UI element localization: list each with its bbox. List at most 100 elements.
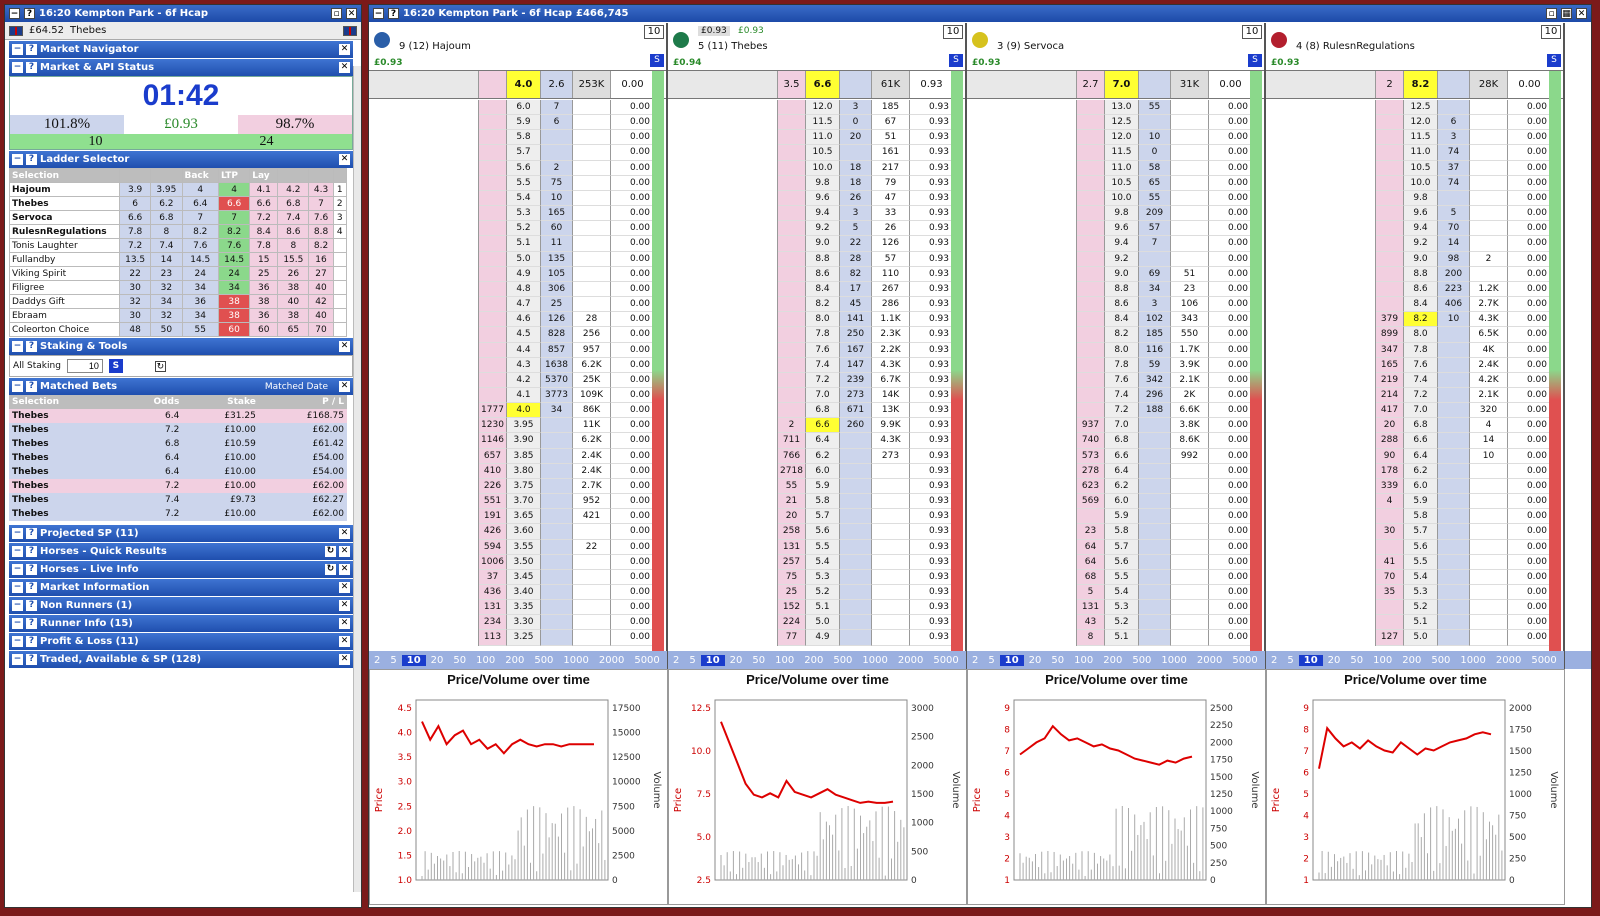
ladder-selector-cell-name[interactable]: Viking Spirit: [9, 266, 120, 281]
stake-option[interactable]: 20: [430, 654, 444, 666]
ladder-selector-cell-ltp[interactable]: 8.2: [218, 224, 251, 239]
ladder-lay-cell[interactable]: [778, 236, 806, 252]
help-icon[interactable]: ?: [26, 154, 37, 165]
ladder-back-cell[interactable]: 1638: [541, 357, 573, 373]
ladder-row[interactable]: 5.5 75 0.00: [369, 175, 655, 191]
ladder-back-cell[interactable]: [1139, 554, 1171, 570]
ladder-selector-cell-ltp[interactable]: 6.6: [218, 196, 251, 211]
ladder-lay-cell[interactable]: 77: [778, 630, 806, 646]
ladder-selector-cell-b3[interactable]: 30: [118, 280, 152, 295]
ladder-back-cell[interactable]: [541, 585, 573, 601]
ladder-selector-cell-l3[interactable]: 40: [308, 308, 334, 323]
grid-icon[interactable]: ▦: [1561, 8, 1572, 19]
ladder-selector-cell-l1[interactable]: 25: [249, 266, 279, 281]
ladder-selector-cell-l2[interactable]: 6.8: [277, 196, 310, 211]
ladder-row[interactable]: 7.4 147 4.3K 0.93: [668, 357, 954, 373]
ladder-back-cell[interactable]: 17: [840, 281, 872, 298]
section-market-navigator[interactable]: −? Market Navigator ✕: [9, 41, 353, 58]
ladder-lay-cell[interactable]: [1077, 312, 1105, 328]
ladder-lay-cell[interactable]: 234: [479, 615, 507, 631]
ladder-row[interactable]: 8.0 116 1.7K 0.00: [967, 342, 1253, 358]
ladder-selector-header[interactable]: [332, 168, 348, 183]
ladder-back-cell[interactable]: [840, 145, 872, 161]
ladder-lay-cell[interactable]: [1077, 115, 1105, 131]
ladder-back-cell[interactable]: 34: [1139, 281, 1171, 298]
ladder-lay-cell[interactable]: 436: [479, 585, 507, 601]
ladder-selector-cell-l3[interactable]: 8.8: [308, 224, 334, 239]
ladder-row[interactable]: 127 5.0 0.00: [1266, 630, 1552, 646]
ladder-row[interactable]: 1230 3.95 11K 0.00: [369, 418, 655, 434]
ladder-row[interactable]: 347 7.8 4K 0.00: [1266, 342, 1552, 358]
stake-option[interactable]: 1000: [1460, 654, 1486, 666]
ladder-row[interactable]: 569 6.0 0.00: [967, 494, 1253, 510]
ladder-row[interactable]: 2718 6.0 0.93: [668, 463, 954, 479]
ladder-selector-cell-l3[interactable]: 40: [308, 280, 334, 295]
ladder-selector-cell-n[interactable]: [332, 280, 348, 295]
ladder-lay-cell[interactable]: 1006: [479, 554, 507, 570]
ladder-back-cell[interactable]: 58: [1139, 160, 1171, 176]
ladder-row[interactable]: 594 3.55 22 0.00: [369, 539, 655, 555]
ladder-back-cell[interactable]: [1438, 403, 1470, 419]
ladder-back-cell[interactable]: [1139, 448, 1171, 464]
runner-stake-button[interactable]: S: [1547, 54, 1561, 67]
ladder-selector-cell-b2[interactable]: 34: [150, 294, 183, 309]
ladder-selector-cell-b3[interactable]: 32: [118, 294, 152, 309]
ladder-back-cell[interactable]: [840, 569, 872, 585]
ladder-back-cell[interactable]: 116: [1139, 342, 1171, 358]
stake-option[interactable]: 10: [1298, 654, 1323, 666]
ladder-back-cell[interactable]: 3773: [541, 387, 573, 404]
ladder-row[interactable]: 8.4 102 343 0.00: [967, 312, 1253, 328]
help-icon[interactable]: ?: [26, 528, 37, 539]
ladder-lay-cell[interactable]: [1077, 160, 1105, 176]
ladder-lay-cell[interactable]: [1077, 251, 1105, 267]
ladder-back-cell[interactable]: [840, 433, 872, 449]
ladder-lay-cell[interactable]: [479, 251, 507, 267]
section-ladder-selector[interactable]: −? Ladder Selector ✕: [9, 151, 353, 168]
ladder-row[interactable]: 11.0 74 0.00: [1266, 145, 1552, 161]
ladder-lay-cell[interactable]: 191: [479, 509, 507, 525]
ladder-selector-header[interactable]: [150, 168, 183, 183]
ladder-back-cell[interactable]: 18: [840, 175, 872, 191]
ladder-row[interactable]: 8.8 34 23 0.00: [967, 281, 1253, 298]
ladder-row[interactable]: 6.0 7 0.00: [369, 100, 655, 116]
stake-option[interactable]: 2: [374, 654, 381, 666]
collapse-icon[interactable]: −: [12, 600, 23, 611]
ladder-row[interactable]: 5.8 0.00: [369, 130, 655, 146]
ladder-back-cell[interactable]: [541, 418, 573, 434]
ladder-back-cell[interactable]: [1438, 524, 1470, 540]
ladder-selector-cell-l2[interactable]: 8: [277, 238, 310, 253]
stake-option[interactable]: 2000: [1196, 654, 1223, 666]
ladder-row[interactable]: 43 5.2 0.00: [967, 615, 1253, 631]
ladder-selector-row[interactable]: Hajoum 3.9 3.95 4 4 4.1 4.2 4.3 1: [9, 182, 348, 197]
ladder-row[interactable]: 8 5.1 0.00: [967, 630, 1253, 646]
ladder-row[interactable]: 11.0 58 0.00: [967, 160, 1253, 176]
stake-option[interactable]: 2: [972, 654, 979, 666]
ladder-lay-cell[interactable]: [1077, 236, 1105, 252]
stake-option[interactable]: 5: [390, 654, 397, 666]
ladder-back-cell[interactable]: 10: [1438, 312, 1470, 328]
collapse-icon[interactable]: −: [12, 636, 23, 647]
ladder-row[interactable]: 41 5.5 0.00: [1266, 554, 1552, 570]
ladder-back-cell[interactable]: [541, 130, 573, 146]
ladder-back-cell[interactable]: [541, 463, 573, 479]
ladder-back-cell[interactable]: [1438, 494, 1470, 510]
ladder-lay-cell[interactable]: 43: [1077, 615, 1105, 631]
ladder-lay-cell[interactable]: [1077, 221, 1105, 237]
refresh-icon[interactable]: ↻: [154, 360, 166, 372]
ladder-selector-cell-l1[interactable]: 36: [249, 308, 279, 323]
ladder-lay-cell[interactable]: [778, 342, 806, 358]
ladder-back-cell[interactable]: [1139, 251, 1171, 267]
runner-stake-box[interactable]: 10: [1541, 25, 1561, 39]
ladder-back-cell[interactable]: 3: [1438, 130, 1470, 146]
ladder-back-cell[interactable]: [541, 630, 573, 646]
close-icon[interactable]: ✕: [339, 528, 350, 539]
ladder-lay-cell[interactable]: [479, 100, 507, 116]
ladder-lay-cell[interactable]: [479, 221, 507, 237]
help-icon[interactable]: ?: [26, 600, 37, 611]
ladder-row[interactable]: 214 7.2 2.1K 0.00: [1266, 387, 1552, 404]
ladder-row[interactable]: 55 5.9 0.93: [668, 478, 954, 495]
ladder-selector-cell-b3[interactable]: 7.8: [118, 224, 152, 239]
ladder-row[interactable]: 9.6 5 0.00: [1266, 206, 1552, 222]
ladder-back-cell[interactable]: [1139, 478, 1171, 495]
ladder-selector-row[interactable]: RulesnRegulations 7.8 8 8.2 8.2 8.4 8.6 8.8 4: [9, 224, 348, 239]
